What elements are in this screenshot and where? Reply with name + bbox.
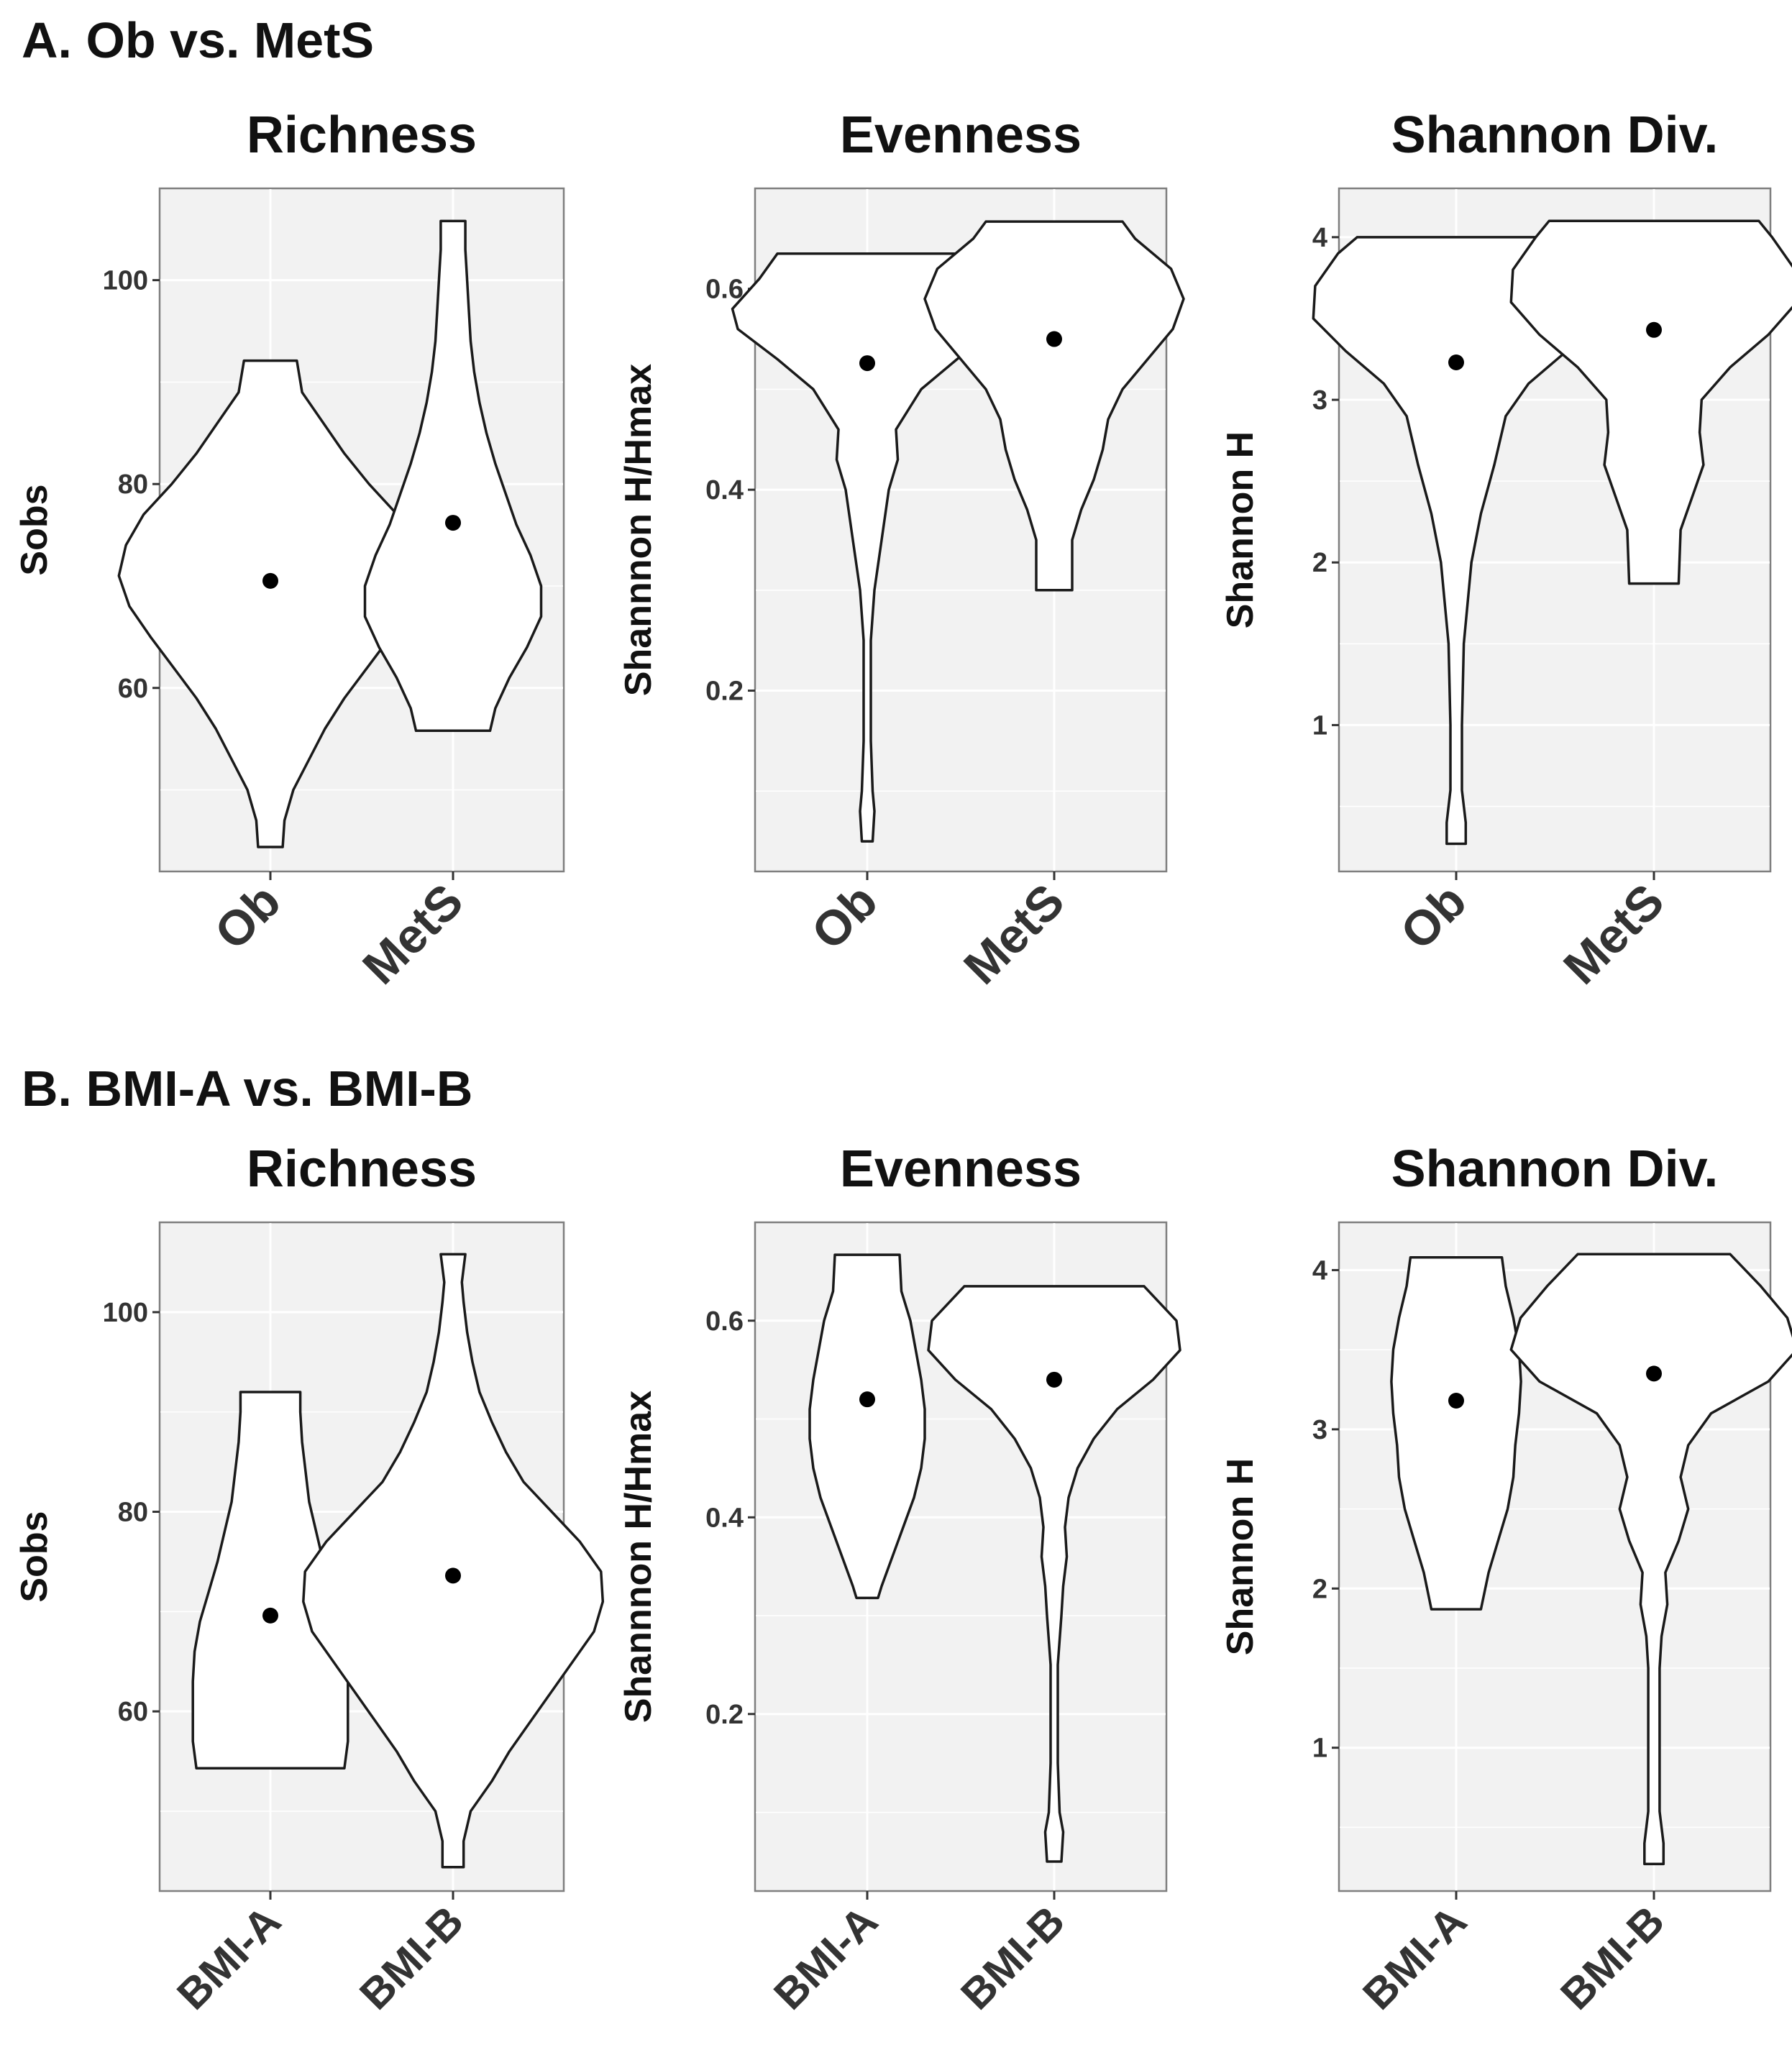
mean-point	[262, 572, 278, 589]
chart-panel: 60 80 100 BMI-A BMI-B Richness Sobs	[14, 1140, 605, 2019]
y-tick-label: 100	[103, 266, 148, 296]
chart-panel: 0.2 0.4 0.6 BMI-A BMI-B Evenness Shannnon H/Hm…	[618, 1140, 1181, 2019]
x-tick-label: BMI-B	[350, 1897, 472, 2019]
panel-title: Richness	[247, 106, 477, 164]
x-tick-label: BMI-A	[764, 1897, 887, 2019]
violin-mets	[1509, 219, 1792, 585]
mean-point	[1046, 331, 1062, 347]
panels-group: 60 80 100 Ob MetS Richness Sobs 0.2 0.4 0.6 Ob MetS…	[14, 106, 1792, 2019]
y-axis-title: Shannnon H/Hmax	[618, 364, 659, 696]
mean-point	[1448, 354, 1464, 371]
mean-point	[859, 1391, 875, 1408]
section-title-b: B. BMI-A vs. BMI-B	[22, 1061, 472, 1117]
y-tick-label: 0.4	[705, 1503, 744, 1533]
y-tick-label: 4	[1312, 223, 1327, 253]
y-axis-title: Sobs	[14, 1511, 55, 1602]
y-tick-label: 100	[103, 1298, 148, 1328]
y-tick-label: 0.6	[705, 1306, 744, 1337]
mean-point	[1046, 1371, 1062, 1388]
panel-title: Shannon Div.	[1391, 106, 1719, 164]
x-tick-label: MetS	[352, 874, 474, 995]
section-title-a: A. Ob vs. MetS	[22, 12, 374, 68]
y-tick-label: 80	[118, 470, 148, 500]
mean-point	[1646, 321, 1662, 338]
violin-bmi-b	[927, 1285, 1181, 1863]
violin-bmi-b	[1509, 1253, 1792, 1866]
y-axis-title: Sobs	[14, 484, 55, 575]
panel-title: Richness	[247, 1140, 477, 1198]
y-tick-label: 60	[118, 1697, 148, 1727]
y-tick-label: 60	[118, 674, 148, 704]
y-tick-label: 0.6	[705, 275, 744, 305]
violin-bmi-a	[1390, 1255, 1522, 1611]
y-tick-label: 80	[118, 1498, 148, 1528]
x-tick-label: Ob	[801, 874, 888, 961]
y-tick-label: 1	[1312, 1734, 1327, 1764]
violin-ob	[1312, 236, 1601, 846]
violin-bmi-b	[302, 1253, 605, 1869]
x-tick-label: BMI-B	[1551, 1897, 1673, 2019]
y-tick-label: 3	[1312, 1415, 1327, 1445]
x-tick-label: BMI-A	[1353, 1897, 1476, 2019]
panel-title: Shannon Div.	[1391, 1140, 1719, 1198]
y-tick-label: 2	[1312, 1574, 1327, 1604]
y-tick-label: 0.4	[705, 475, 744, 505]
violin-ob	[117, 359, 424, 848]
mean-point	[1448, 1393, 1464, 1409]
y-tick-label: 1	[1312, 710, 1327, 741]
panel-title: Evenness	[840, 106, 1082, 164]
violin-mets	[363, 219, 543, 733]
mean-point	[445, 1567, 461, 1584]
y-axis-title: Shannnon H/Hmax	[618, 1391, 659, 1723]
chart-panel: 60 80 100 Ob MetS Richness Sobs	[14, 106, 565, 995]
panel-title: Evenness	[840, 1140, 1082, 1198]
y-tick-label: 3	[1312, 385, 1327, 416]
x-tick-label: MetS	[954, 874, 1075, 995]
mean-point	[859, 355, 875, 372]
violin-mets	[923, 220, 1185, 592]
x-tick-label: Ob	[204, 874, 291, 961]
y-axis-title: Shannon H	[1220, 431, 1261, 628]
chart-panel: 1 2 3 4 Ob MetS Shannon Div. Shannon H	[1220, 106, 1792, 994]
x-tick-label: MetS	[1553, 874, 1675, 995]
violin-ob	[731, 252, 1004, 843]
y-tick-label: 2	[1312, 548, 1327, 578]
x-tick-label: BMI-A	[168, 1897, 290, 2019]
x-tick-label: BMI-B	[951, 1897, 1074, 2019]
mean-point	[1646, 1365, 1662, 1382]
chart-panel: 0.2 0.4 0.6 Ob MetS Evenness Shannnon H/Hmax	[618, 106, 1185, 995]
chart-panel: 1 2 3 4 BMI-A BMI-B Shannon Div. Shannon H	[1220, 1140, 1792, 2019]
violin-bmi-a	[808, 1253, 926, 1600]
y-tick-label: 4	[1312, 1255, 1327, 1286]
y-tick-label: 0.2	[705, 677, 744, 707]
y-axis-title: Shannon H	[1220, 1458, 1261, 1655]
x-tick-label: Ob	[1390, 874, 1477, 961]
mean-point	[445, 515, 461, 531]
mean-point	[262, 1607, 278, 1624]
y-tick-label: 0.2	[705, 1700, 744, 1730]
